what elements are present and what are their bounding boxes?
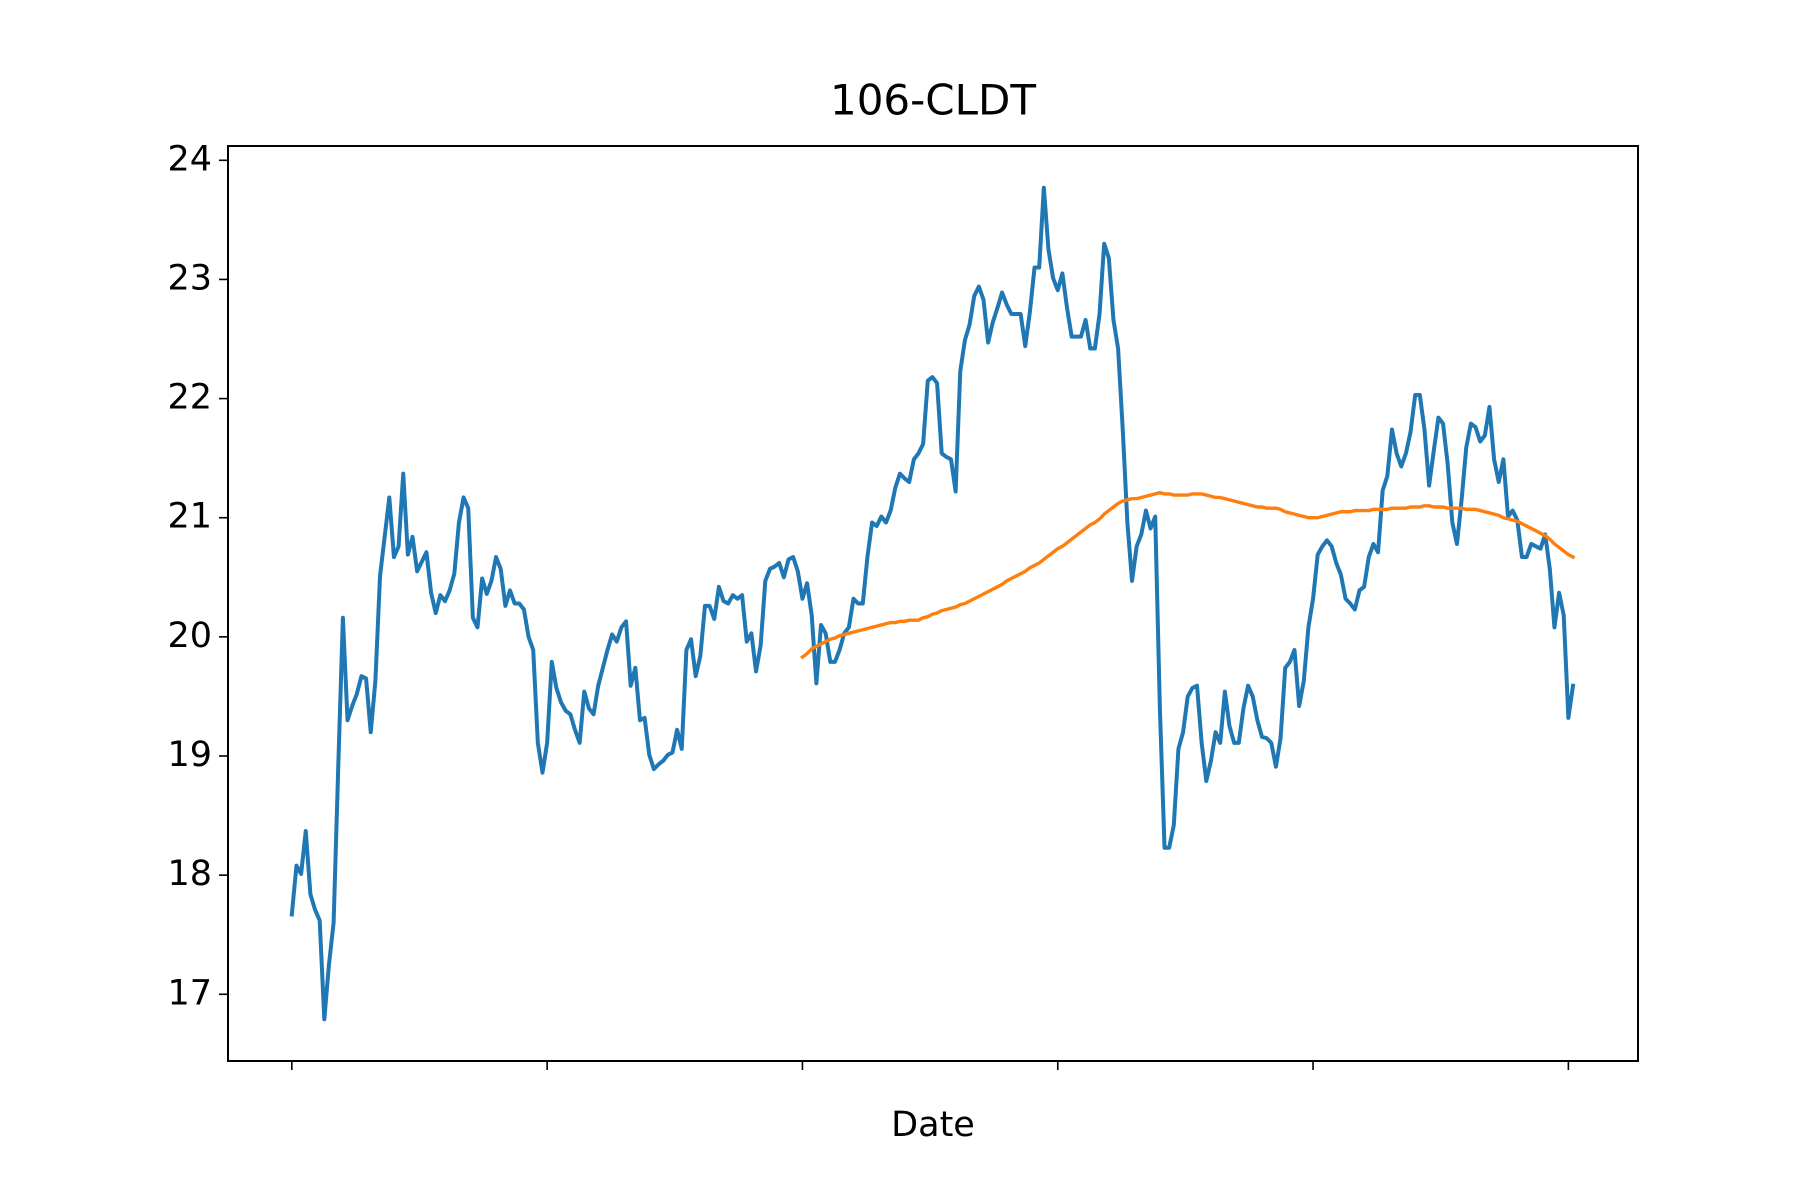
y-tick-label: 21 [167, 497, 212, 537]
data-line [800, 491, 1576, 660]
y-tick-label: 24 [167, 139, 212, 179]
data-line [289, 185, 1576, 1022]
y-tick-label: 22 [167, 378, 212, 418]
axes-frame [227, 145, 1639, 1062]
x-axis-label: Date [891, 1105, 975, 1145]
y-tick-label: 20 [167, 616, 212, 656]
y-tick-label: 23 [167, 258, 212, 298]
y-tick-label: 18 [167, 854, 212, 894]
chart-title: 106-CLDT [830, 76, 1036, 125]
y-tick-label: 19 [167, 735, 212, 775]
plot-area [289, 185, 1576, 1022]
y-tick-label: 17 [167, 973, 212, 1013]
